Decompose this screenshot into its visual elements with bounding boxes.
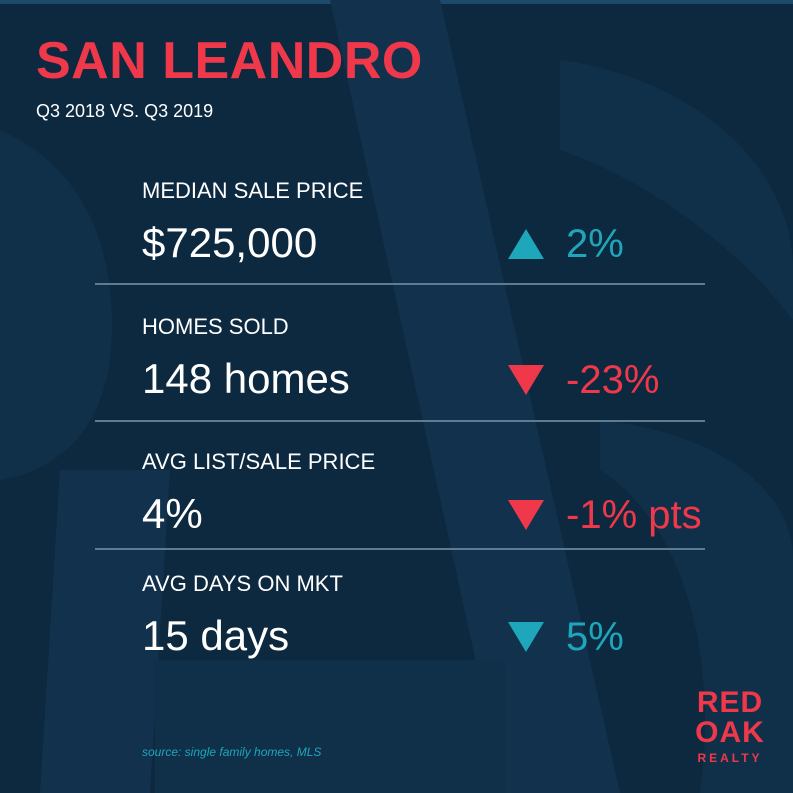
metric-value: 15 days [142,612,290,659]
metric-value: 148 homes [142,355,350,402]
page-subtitle: Q3 2018 VS. Q3 2019 [36,101,214,121]
metric-avg-days-on-mkt: AVG DAYS ON MKT 15 days 5% [0,571,793,701]
metric-homes-sold: HOMES SOLD 148 homes -23% [0,314,793,444]
arrow-down-icon [508,622,544,652]
metric-label: AVG DAYS ON MKT [142,571,343,596]
divider [95,420,705,422]
logo-text-realty: REALTY [697,751,763,765]
metric-label: MEDIAN SALE PRICE [142,178,364,203]
logo-text-red: RED [696,686,764,719]
change-value: -23% [566,358,660,402]
metric-change: 5% [508,615,624,659]
metric-change: 2% [508,222,624,266]
red-oak-realty-logo: RED OAK REALTY [690,688,770,766]
change-value: 2% [566,222,624,266]
logo-text-oak: OAK [695,716,765,749]
divider [95,283,705,285]
divider [95,548,705,550]
metric-change: -1% pts [508,493,702,537]
metric-label: HOMES SOLD [142,314,289,339]
metric-median-sale-price: MEDIAN SALE PRICE $725,000 2% [0,178,793,308]
metric-label: AVG LIST/SALE PRICE [142,449,376,474]
metric-value: 4% [142,490,203,537]
change-value: 5% [566,615,624,659]
metric-avg-list-sale-price: AVG LIST/SALE PRICE 4% -1% pts [0,449,793,579]
page-title: SAN LEANDRO [36,32,423,90]
arrow-down-icon [508,365,544,395]
metric-value: $725,000 [142,219,318,266]
arrow-down-icon [508,500,544,530]
source-note: source: single family homes, MLS [142,745,322,759]
change-value: -1% pts [566,493,702,537]
metric-change: -23% [508,358,659,402]
arrow-up-icon [508,229,544,259]
